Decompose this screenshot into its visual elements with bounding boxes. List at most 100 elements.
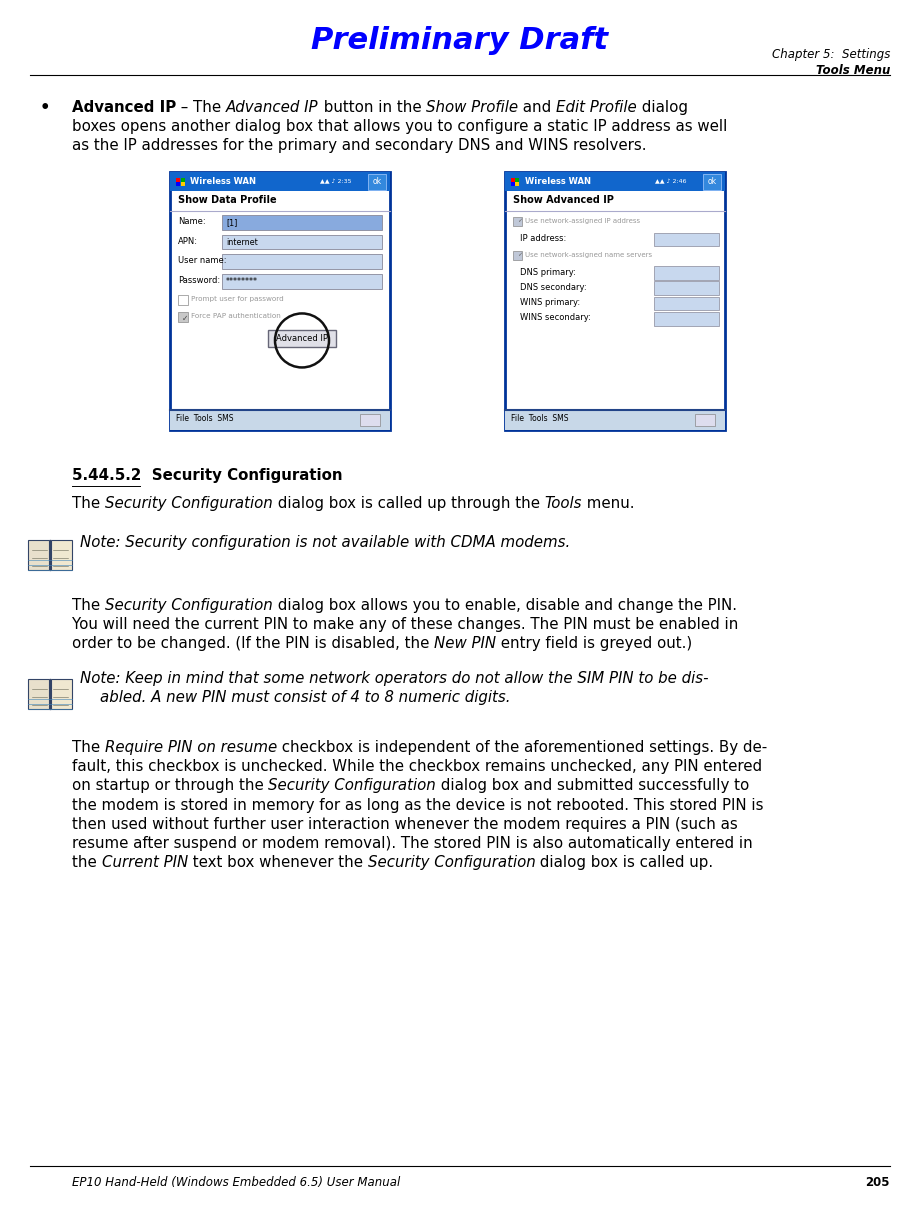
Text: File  Tools  SMS: File Tools SMS bbox=[511, 414, 569, 424]
Text: Security Configuration: Security Configuration bbox=[268, 778, 437, 794]
Text: Prompt user for password: Prompt user for password bbox=[191, 296, 284, 302]
Text: EP10 Hand-Held (Windows Embedded 6.5) User Manual: EP10 Hand-Held (Windows Embedded 6.5) Us… bbox=[72, 1177, 401, 1189]
FancyBboxPatch shape bbox=[516, 178, 519, 181]
Text: ▲▲ ♪ 2:35: ▲▲ ♪ 2:35 bbox=[320, 179, 351, 185]
FancyBboxPatch shape bbox=[505, 172, 725, 430]
FancyBboxPatch shape bbox=[505, 172, 725, 192]
Text: User name:: User name: bbox=[178, 256, 226, 266]
Text: resume after suspend or modem removal). The stored PIN is also automatically ent: resume after suspend or modem removal). … bbox=[72, 836, 753, 850]
Text: 205: 205 bbox=[866, 1177, 890, 1189]
FancyBboxPatch shape bbox=[28, 679, 49, 709]
Text: IP address:: IP address: bbox=[520, 234, 566, 243]
Text: the modem is stored in memory for as long as the device is not rebooted. This st: the modem is stored in memory for as lon… bbox=[72, 797, 764, 813]
Text: dialog box is called up through the: dialog box is called up through the bbox=[273, 496, 544, 511]
Text: The: The bbox=[72, 598, 105, 612]
Text: button in the: button in the bbox=[319, 100, 426, 115]
FancyBboxPatch shape bbox=[51, 540, 72, 570]
Text: ok: ok bbox=[708, 178, 717, 186]
Text: entry field is greyed out.): entry field is greyed out.) bbox=[496, 637, 693, 651]
FancyBboxPatch shape bbox=[654, 312, 719, 326]
Text: Advanced IP: Advanced IP bbox=[72, 100, 176, 115]
Text: DNS secondary:: DNS secondary: bbox=[520, 283, 586, 292]
FancyBboxPatch shape bbox=[170, 172, 390, 192]
Text: DNS primary:: DNS primary: bbox=[520, 268, 576, 277]
Text: then used without further user interaction whenever the modem requires a PIN (su: then used without further user interacti… bbox=[72, 817, 738, 832]
Text: Advanced IP: Advanced IP bbox=[276, 333, 328, 343]
FancyBboxPatch shape bbox=[505, 411, 725, 430]
FancyBboxPatch shape bbox=[180, 178, 185, 181]
Text: APN:: APN: bbox=[178, 237, 198, 245]
Text: dialog box and submitted successfully to: dialog box and submitted successfully to bbox=[437, 778, 750, 794]
Text: WINS secondary:: WINS secondary: bbox=[520, 313, 591, 323]
Text: Current PIN: Current PIN bbox=[101, 855, 187, 870]
FancyBboxPatch shape bbox=[513, 217, 522, 226]
Text: Tools Menu: Tools Menu bbox=[816, 64, 890, 77]
FancyBboxPatch shape bbox=[170, 411, 390, 430]
Text: •: • bbox=[40, 100, 51, 115]
Text: WINS primary:: WINS primary: bbox=[520, 298, 580, 307]
Text: dialog: dialog bbox=[637, 100, 688, 115]
Text: Note: Keep in mind that some network operators do not allow the SIM PIN to be di: Note: Keep in mind that some network ope… bbox=[80, 670, 709, 686]
Text: New PIN: New PIN bbox=[434, 637, 496, 651]
Text: Use network-assigned IP address: Use network-assigned IP address bbox=[525, 217, 641, 223]
Text: Advanced IP: Advanced IP bbox=[226, 100, 319, 115]
Text: Require PIN on resume: Require PIN on resume bbox=[105, 741, 278, 755]
FancyBboxPatch shape bbox=[654, 266, 719, 280]
FancyBboxPatch shape bbox=[176, 182, 180, 186]
Text: [1]: [1] bbox=[226, 217, 237, 227]
Text: abled. A new PIN must consist of 4 to 8 numeric digits.: abled. A new PIN must consist of 4 to 8 … bbox=[100, 690, 510, 705]
Text: Show Data Profile: Show Data Profile bbox=[178, 196, 277, 205]
Text: File  Tools  SMS: File Tools SMS bbox=[176, 414, 233, 424]
FancyBboxPatch shape bbox=[511, 182, 515, 186]
Text: Password:: Password: bbox=[178, 275, 221, 285]
FancyBboxPatch shape bbox=[170, 172, 390, 430]
Text: 5.44.5.2  Security Configuration: 5.44.5.2 Security Configuration bbox=[72, 467, 343, 483]
Text: Use network-assigned name servers: Use network-assigned name servers bbox=[525, 252, 652, 259]
FancyBboxPatch shape bbox=[654, 233, 719, 246]
FancyBboxPatch shape bbox=[368, 174, 386, 190]
Text: The: The bbox=[72, 496, 105, 511]
FancyBboxPatch shape bbox=[222, 234, 382, 249]
Text: the: the bbox=[72, 855, 101, 870]
FancyBboxPatch shape bbox=[703, 174, 721, 190]
FancyBboxPatch shape bbox=[360, 414, 380, 426]
Text: on startup or through the: on startup or through the bbox=[72, 778, 268, 794]
Text: fault, this checkbox is unchecked. While the checkbox remains unchecked, any PIN: fault, this checkbox is unchecked. While… bbox=[72, 759, 762, 774]
FancyBboxPatch shape bbox=[222, 254, 382, 269]
Text: dialog box allows you to enable, disable and change the PIN.: dialog box allows you to enable, disable… bbox=[273, 598, 737, 612]
Text: boxes opens another dialog box that allows you to configure a static IP address : boxes opens another dialog box that allo… bbox=[72, 120, 727, 134]
Text: The: The bbox=[72, 741, 105, 755]
Text: Show Profile: Show Profile bbox=[426, 100, 518, 115]
Text: You will need the current PIN to make any of these changes. The PIN must be enab: You will need the current PIN to make an… bbox=[72, 617, 738, 632]
Text: Edit Profile: Edit Profile bbox=[556, 100, 637, 115]
FancyBboxPatch shape bbox=[516, 182, 519, 186]
FancyBboxPatch shape bbox=[51, 679, 72, 709]
Text: Note: Security configuration is not available with CDMA modems.: Note: Security configuration is not avai… bbox=[80, 535, 571, 550]
FancyBboxPatch shape bbox=[176, 178, 180, 181]
Text: Tools: Tools bbox=[544, 496, 582, 511]
FancyBboxPatch shape bbox=[178, 312, 188, 323]
FancyBboxPatch shape bbox=[654, 281, 719, 295]
Text: menu.: menu. bbox=[582, 496, 634, 511]
FancyBboxPatch shape bbox=[178, 296, 188, 306]
Text: Show Advanced IP: Show Advanced IP bbox=[513, 196, 614, 205]
Text: Preliminary Draft: Preliminary Draft bbox=[311, 27, 608, 56]
FancyBboxPatch shape bbox=[654, 297, 719, 310]
FancyBboxPatch shape bbox=[222, 274, 382, 289]
Text: Wireless WAN: Wireless WAN bbox=[190, 178, 256, 186]
FancyBboxPatch shape bbox=[695, 414, 715, 426]
Text: internet: internet bbox=[226, 238, 257, 246]
Text: Name:: Name: bbox=[178, 217, 206, 226]
Text: text box whenever the: text box whenever the bbox=[187, 855, 368, 870]
Text: order to be changed. (If the PIN is disabled, the: order to be changed. (If the PIN is disa… bbox=[72, 637, 434, 651]
Text: ▲▲ ♪ 2:46: ▲▲ ♪ 2:46 bbox=[654, 179, 686, 185]
Text: – The: – The bbox=[176, 100, 226, 115]
Text: as the IP addresses for the primary and secondary DNS and WINS resolvers.: as the IP addresses for the primary and … bbox=[72, 139, 646, 153]
Text: ✓: ✓ bbox=[517, 219, 522, 223]
Text: ✓: ✓ bbox=[182, 314, 188, 323]
FancyBboxPatch shape bbox=[513, 251, 522, 260]
FancyBboxPatch shape bbox=[511, 178, 515, 181]
Text: dialog box is called up.: dialog box is called up. bbox=[535, 855, 713, 870]
FancyBboxPatch shape bbox=[222, 215, 382, 230]
FancyBboxPatch shape bbox=[28, 540, 49, 570]
